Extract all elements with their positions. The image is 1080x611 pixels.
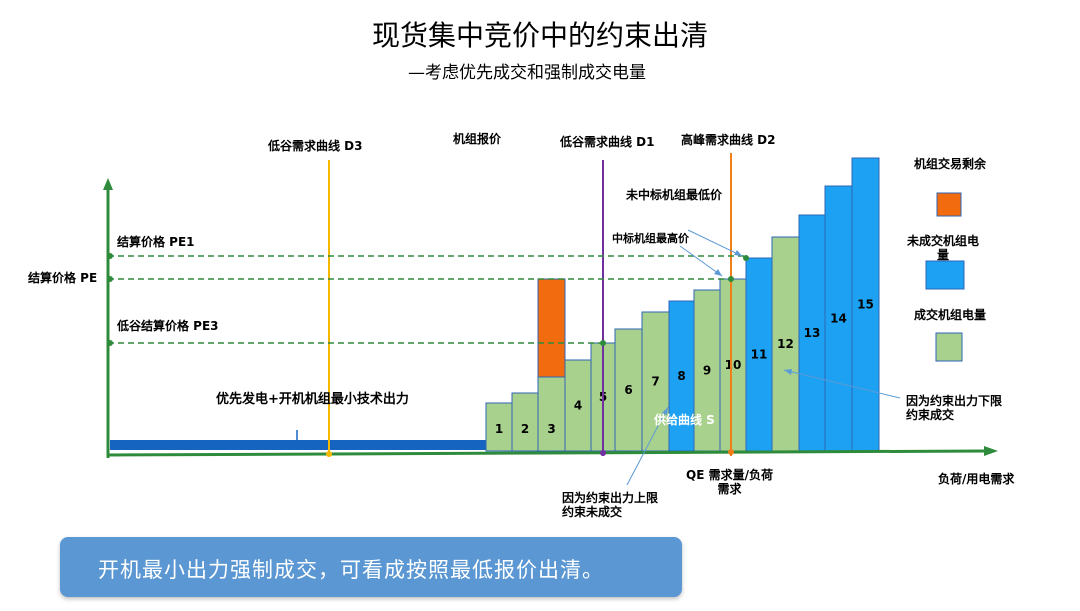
bid-block-15 [851,157,880,452]
bid-block-label-11: 11 [751,348,768,362]
bid-block-label-1: 1 [495,422,503,436]
legend-label-unsold-line2: 量 [937,248,950,262]
arrow-upper-limit [626,406,669,486]
point-pe3-axis [107,340,113,346]
legend-label-sold: 成交机组电量 [914,308,987,322]
label-unit-bid: 机组报价 [453,132,502,146]
legend-label-unsold: 未成交机组电 量 [907,234,979,262]
arrow-lower-limit [783,369,901,399]
priority-generation-bar [110,440,486,450]
legend-label-unsold-line1: 未成交机组电 [907,234,980,248]
x-axis [107,449,987,457]
label-won-max-price: 中标机组最高价 [612,232,689,245]
legend-swatch-surplus [936,192,962,217]
bid-block-label-3: 3 [547,422,555,436]
bid-block-label-14: 14 [830,312,847,326]
bid-block-label-7: 7 [651,375,659,389]
note-upper-limit: 因为约束出力上限 约束未成交 [562,491,658,519]
label-qe: QE 需求量/负荷 需求 [686,468,773,496]
note-lower-limit-line2: 约束成交 [906,408,955,422]
label-pe1: 结算价格 PE1 [117,235,195,249]
bid-block-label-8: 8 [677,369,685,383]
point-pe3-end [600,340,606,346]
bid-block-label-12: 12 [777,337,794,351]
legend-swatch-sold [935,332,963,362]
bid-block-12 [771,236,800,452]
label-priority-generation: 优先发电+开机机组最小技术出力 [216,392,409,407]
arrowhead-unwon-min [734,250,742,256]
bid-block-2 [511,392,539,452]
y-axis-arrow [103,178,113,190]
bid-block-7 [641,311,670,452]
bid-block-label-6: 6 [624,383,632,397]
legend-swatch-unsold [925,260,965,290]
label-pe: 结算价格 PE [28,271,98,285]
point-d1-axis [600,450,606,456]
bid-block-label-9: 9 [703,364,711,378]
arrow-won-max [679,245,723,277]
arrowhead-won-max [714,269,722,276]
page-title: 现货集中竞价中的约束出清 [371,19,708,52]
point-pe-axis [107,276,113,282]
summary-banner: 开机最小出力强制成交，可看成按照最低报价出清。 [60,537,682,597]
arrowhead-upper-limit [662,407,668,415]
arrowhead-lower-limit [784,369,792,375]
note-upper-limit-line2: 约束未成交 [562,505,623,519]
point-d3-axis [326,451,332,457]
bid-block-11 [745,257,773,452]
label-d2: 高峰需求曲线 D2 [681,133,776,147]
page-subtitle: —考虑优先成交和强制成交电量 [408,63,646,83]
point-pe1-axis [107,253,113,259]
label-pe3: 低谷结算价格 PE3 [117,319,219,333]
point-pe-end [728,276,734,282]
label-qe-line2: 需求 [717,482,742,496]
bid-block-6 [614,328,643,452]
label-unwon-min-price: 未中标机组最低价 [626,188,723,202]
label-d1: 低谷需求曲线 D1 [560,135,655,149]
bid-block-label-2: 2 [521,422,529,436]
arrow-unwon-min [687,229,743,257]
bid-block-label-15: 15 [857,298,874,312]
point-d2-axis [728,449,734,455]
x-axis-arrow [984,446,998,456]
label-x-axis: 负荷/用电需求 [938,472,1015,486]
surplus-block-3 [537,278,566,378]
bid-blocks: 123456789101112131415 [485,157,880,452]
note-upper-limit-line1: 因为约束出力上限 [562,491,659,505]
label-d3: 低谷需求曲线 D3 [268,139,363,153]
label-qe-line1: QE 需求量/负荷 [686,468,773,482]
bid-block-4 [564,359,592,452]
bid-block-label-13: 13 [804,326,821,340]
bid-block-14 [824,185,853,452]
bid-block-8 [668,300,695,452]
legend-label-surplus: 机组交易剩余 [914,157,987,171]
bid-block-label-4: 4 [574,399,582,413]
bid-block-3 [537,376,566,452]
note-lower-limit-line1: 因为约束出力下限 [906,394,1003,408]
label-supply-curve: 供给曲线 S [654,413,715,427]
bid-block-9 [693,289,721,452]
bid-block-1 [485,402,513,452]
note-lower-limit: 因为约束出力下限 约束成交 [906,394,1002,422]
bid-block-label-10: 10 [725,358,742,372]
point-pe1-end [743,255,749,261]
summary-banner-text: 开机最小出力强制成交，可看成按照最低报价出清。 [98,558,604,582]
